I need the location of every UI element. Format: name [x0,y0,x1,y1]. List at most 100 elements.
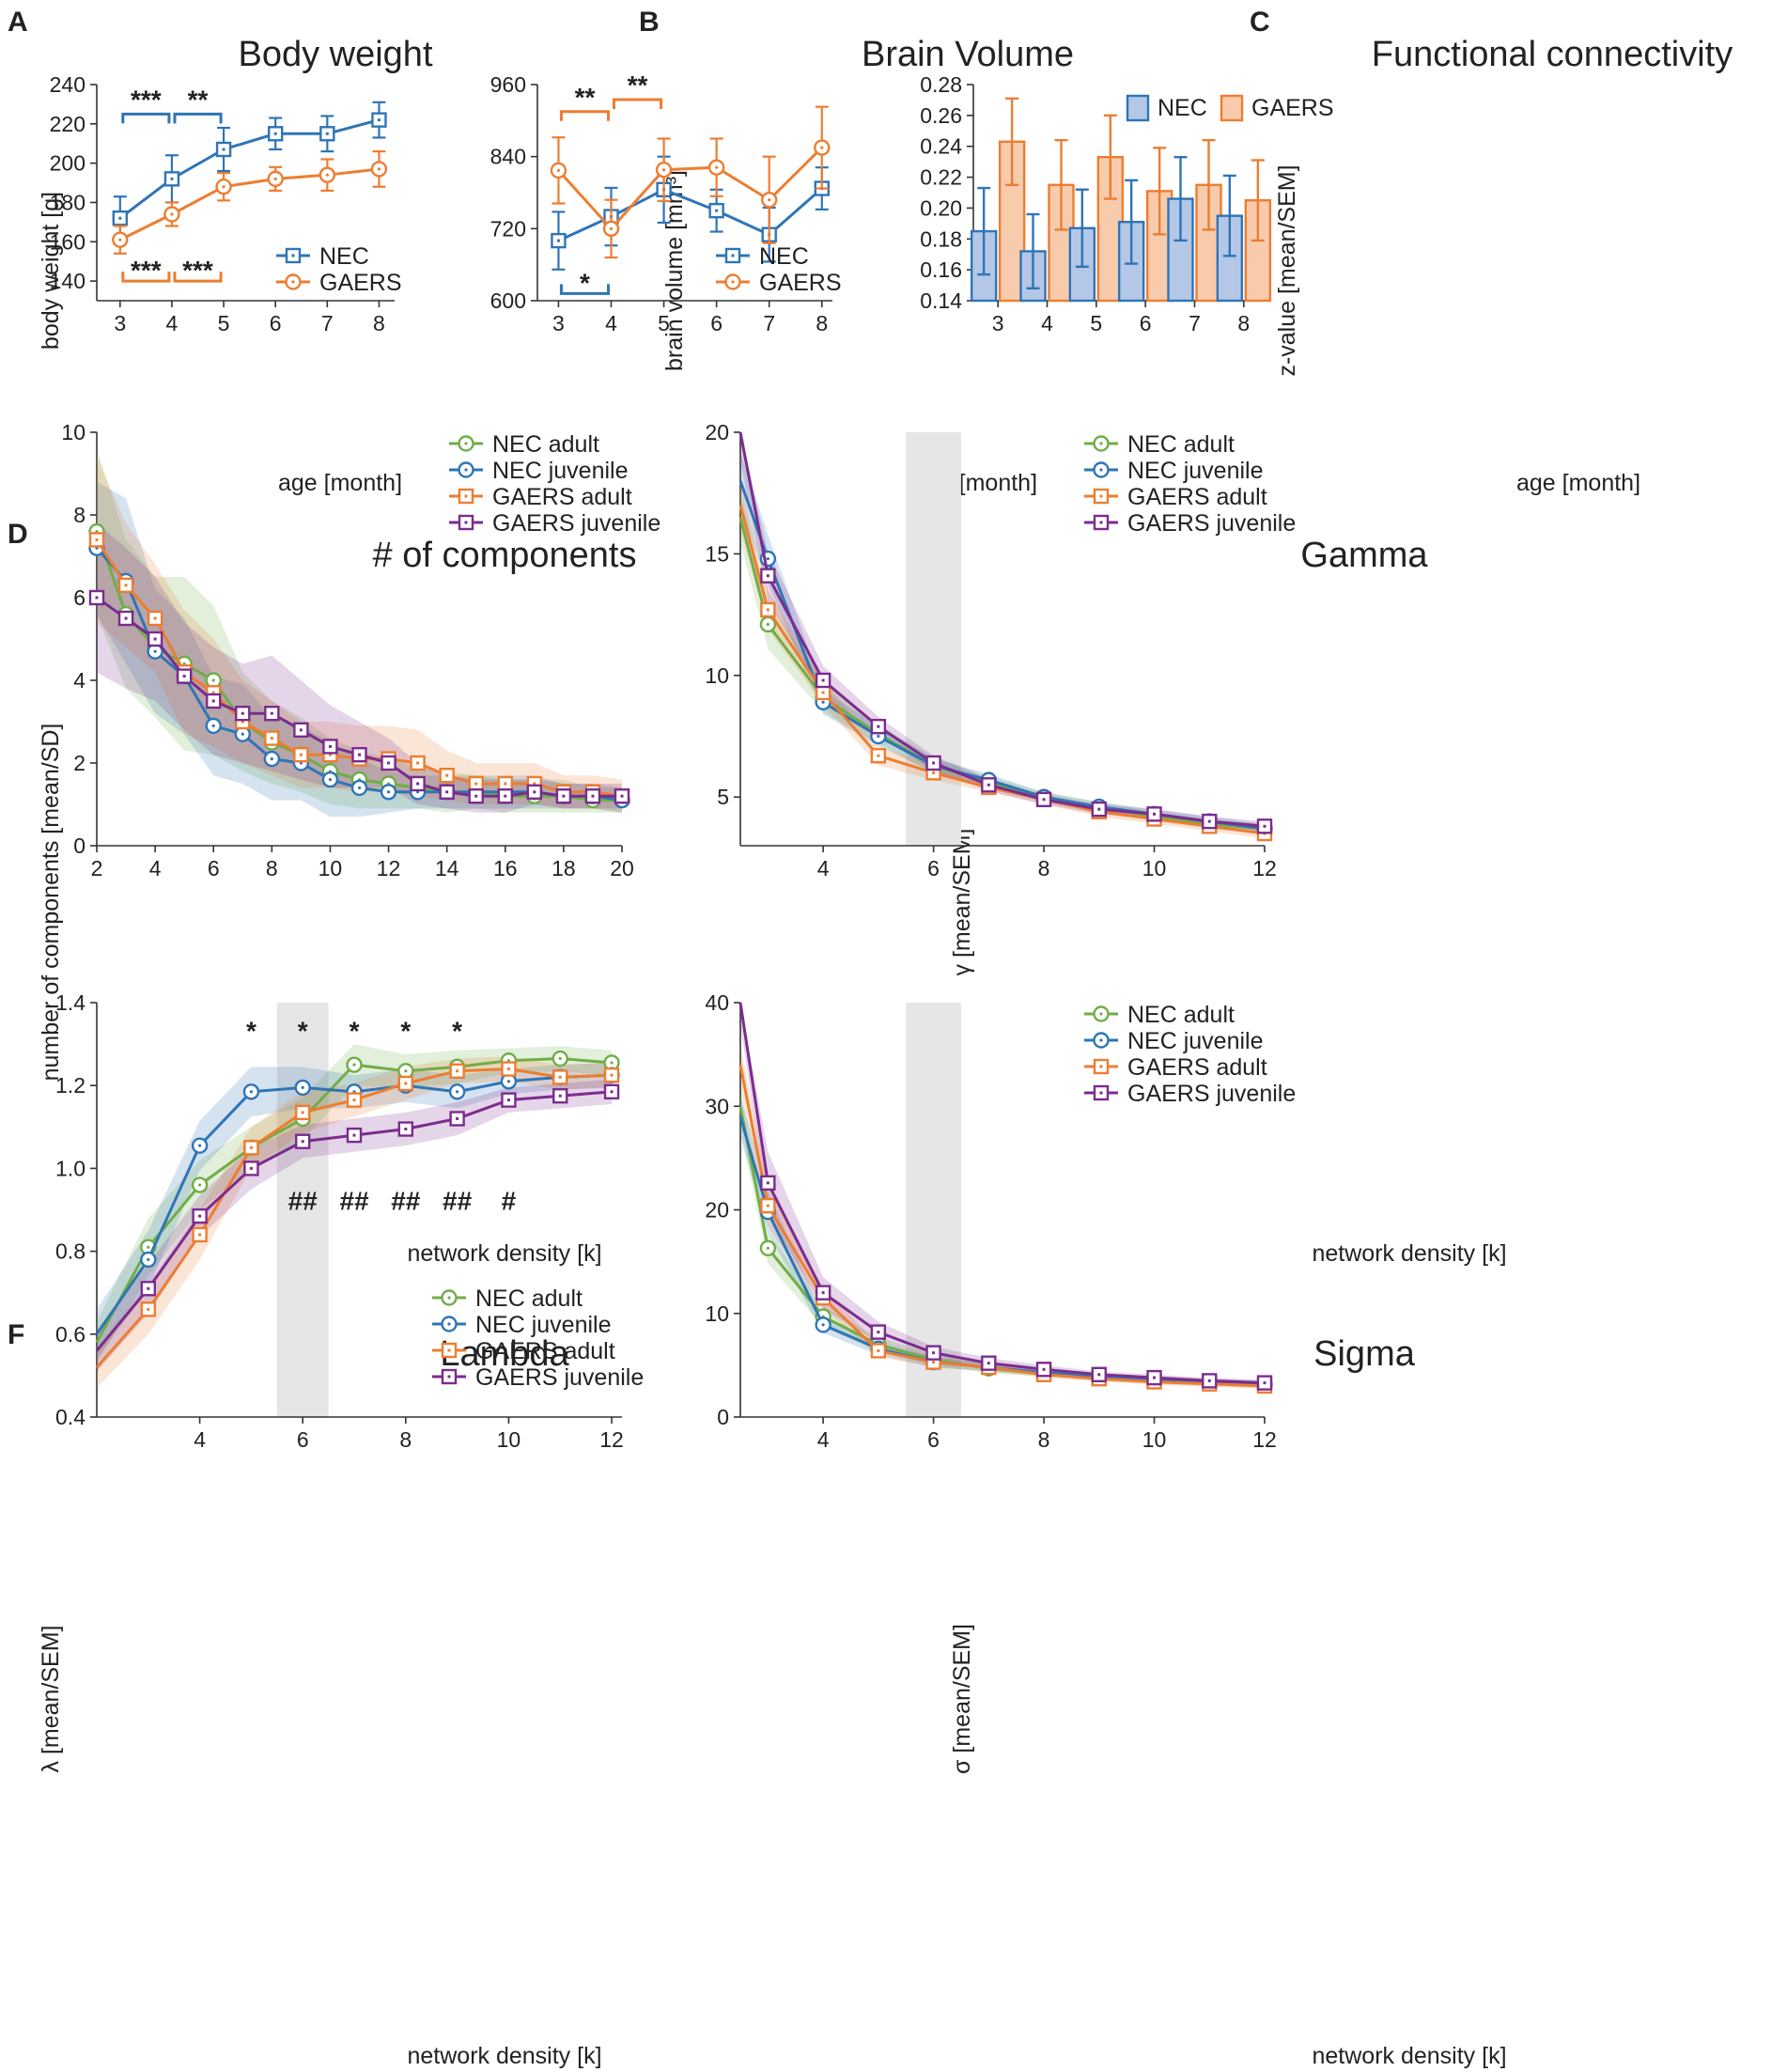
legend-marker-gaers-juvenile-dot [464,521,468,524]
point-gaers-juvenile-dot [95,596,99,600]
point-nec-dot [118,216,122,220]
point-gaers-juvenile-dot [416,782,420,786]
x-tick-label: 20 [610,856,634,880]
point-gaers-juvenile-dot [987,783,990,787]
point-nec-adult-dot [198,1183,202,1187]
point-gaers-juvenile-dot [301,1140,304,1144]
point-nec-juvenile-dot [877,734,880,739]
chart-title: Sigma [1313,1334,1416,1374]
x-tick-label: 12 [377,856,401,880]
x-tick-label: 16 [493,856,518,880]
point-nec-juvenile-dot [506,1080,511,1083]
point-gaers-adult-dot [95,537,99,541]
x-tick-label: 7 [763,311,775,335]
y-tick-label: 40 [705,990,729,1015]
point-nec-juvenile-dot [211,724,215,728]
legend-marker-nec-juvenile-dot [464,468,468,472]
point-gaers-adult-dot [299,753,303,756]
legend-marker-gaers-juvenile-dot [447,1375,451,1379]
legend-marker-nec-juvenile-dot [1099,1038,1103,1042]
y-tick-label: 200 [50,151,85,176]
panel-g-sigma: G Sigma network density [k] σ [mean/SEM]… [705,990,1506,2069]
significance-marker: * [452,1017,462,1046]
point-nec-juvenile-dot [153,649,157,653]
x-tick-label: 4 [817,1427,830,1452]
legend-marker-gaers-adult-dot [464,494,468,498]
x-tick-label: 2 [91,856,103,880]
y-tick-label: 0 [717,1405,729,1429]
legend-label-nec-adult: NEC adult [475,1285,583,1312]
x-tick-label: 8 [816,311,828,335]
legend-marker-gaers-adult-dot [1099,494,1103,498]
significance-marker: * [246,1017,256,1046]
panel-c-functional-connectivity: C Functional connectivity age [month] z-… [920,7,1733,496]
series-line-nec-adult [738,1105,1266,1387]
panel-a-body-weight: A Body weight age [month] body weight [g… [8,7,433,496]
legend-label-gaers-juvenile: GAERS juvenile [1127,510,1296,537]
significance-marker: *** [131,256,162,285]
x-tick-label: 6 [710,311,723,335]
significance-marker: ## [391,1187,421,1216]
point-gaers-juvenile-dot [504,794,507,798]
y-tick-label: 2 [73,751,85,775]
point-gaers-juvenile-dot [124,616,128,620]
significance-bracket [173,112,223,124]
y-axis-label: number of components [mean/SD] [38,724,64,1082]
legend-marker-nec-juvenile-dot [1099,468,1103,472]
point-gaers-juvenile-dot [456,1116,459,1120]
chart-title: Gamma [1300,536,1428,575]
panel-b-brain-volume: B Brain Volume age [month] brain volume … [490,7,1074,496]
point-gaers-adult-dot [558,1075,562,1079]
legend-label-nec-juvenile: NEC juvenile [1127,1028,1264,1054]
x-tick-label: 3 [552,311,565,335]
point-gaers-juvenile-dot [1097,807,1101,811]
point-gaers-juvenile-dot [358,753,361,756]
legend-marker-gaers-dot [731,280,735,284]
point-nec-dot [273,132,277,135]
point-gaers-juvenile-dot [1207,1379,1211,1382]
band-gaers-adult [97,457,622,813]
point-gaers-juvenile-dot [147,1286,150,1290]
band-nec-adult [740,1085,1265,1389]
legend-label-nec-juvenile: NEC juvenile [475,1312,612,1338]
y-axis-label: λ [mean/SEM] [38,1626,64,1773]
legend-label-gaers-adult: GAERS adult [475,1338,615,1364]
band-nec-juvenile [97,481,622,818]
y-tick-label: 840 [490,145,526,169]
point-gaers-juvenile-dot [1042,1367,1046,1371]
panel-label: F [8,1319,24,1350]
legend-label-gaers: GAERS [319,270,402,296]
point-nec-juvenile-dot [328,778,333,782]
y-axis-label: γ [mean/SEM] [949,829,975,976]
point-gaers-juvenile-dot [1263,1381,1266,1385]
point-nec-dot [556,239,560,242]
x-tick-label: 8 [1237,311,1250,335]
point-gaers-dot [118,238,122,241]
point-nec-adult-dot [147,1245,150,1249]
significance-marker: ** [628,70,648,100]
point-gaers-adult-dot [249,1145,253,1149]
legend-label-nec: NEC [759,243,809,270]
x-axis-label: network density [k] [1312,1240,1506,1267]
x-tick-label: 4 [194,1427,206,1452]
y-tick-label: 0.24 [920,134,962,159]
point-gaers-juvenile-dot [299,728,303,732]
point-gaers-adult-dot [456,1069,459,1073]
point-gaers-juvenile-dot [328,744,332,748]
point-gaers-dot [222,185,225,189]
point-nec-adult-dot [352,1063,356,1067]
x-tick-label: 10 [1142,1427,1167,1452]
significance-marker: ** [188,85,209,114]
point-gaers-juvenile-dot [352,1133,356,1137]
point-gaers-juvenile-dot [445,790,449,794]
point-gaers-adult-dot [445,773,449,777]
legend-marker-gaers-juvenile-dot [1099,1091,1103,1095]
point-gaers-juvenile-dot [1042,798,1046,802]
x-tick-label: 6 [1140,311,1152,335]
point-gaers-adult-dot [270,737,273,740]
x-tick-label: 4 [605,311,617,335]
point-gaers-dot [170,212,174,216]
significance-marker: ## [443,1187,473,1216]
band-nec-juvenile [740,1096,1265,1388]
y-tick-label: 960 [490,72,526,97]
